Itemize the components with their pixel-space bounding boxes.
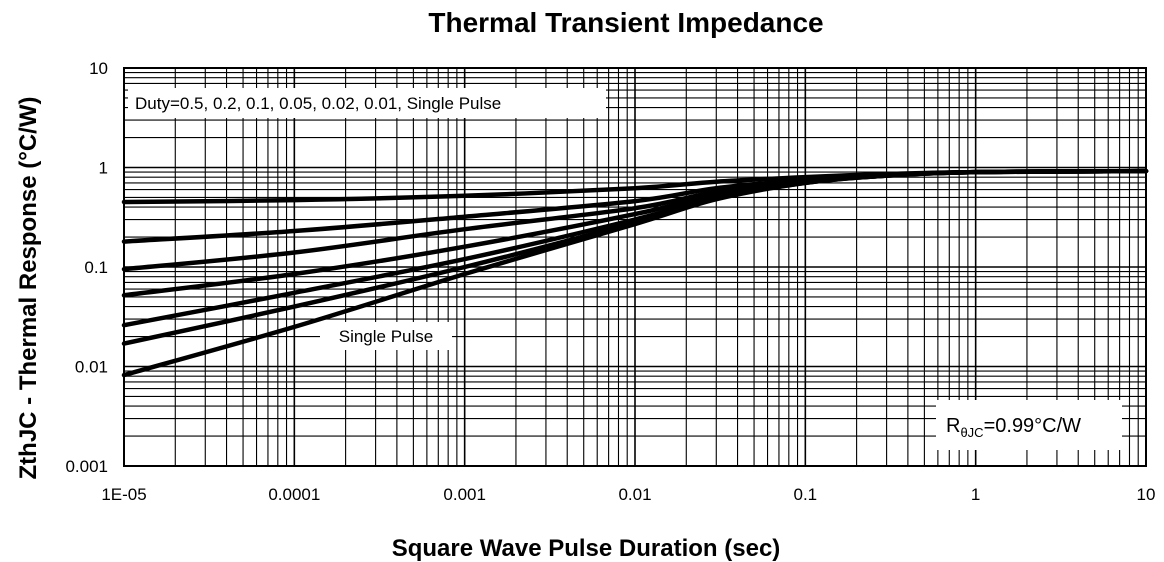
x-tick-label: 10 [1137, 485, 1156, 504]
series-line-single-pulse [121, 168, 1149, 378]
x-tick-labels: 1E-05 0.0001 0.001 0.01 0.1 1 10 [101, 485, 1155, 504]
y-tick-label: 0.1 [84, 258, 108, 277]
x-tick-label: 0.0001 [268, 485, 320, 504]
x-tick-label: 0.1 [794, 485, 818, 504]
y-tick-label: 1 [99, 159, 108, 178]
single-pulse-label-box [320, 322, 452, 350]
x-tick-label: 1 [971, 485, 980, 504]
y-tick-label: 0.01 [75, 358, 108, 377]
duty-label: Duty=0.5, 0.2, 0.1, 0.05, 0.02, 0.01, Si… [135, 94, 501, 113]
single-pulse-label: Single Pulse [339, 327, 434, 346]
single-pulse-annotation: Single Pulse [320, 322, 452, 350]
y-tick-label: 10 [89, 59, 108, 78]
duty-label-box [128, 88, 606, 118]
y-tick-labels: 10 1 0.1 0.01 0.001 [65, 59, 108, 476]
rth-label: RθJC=0.99°C/W [946, 415, 1081, 440]
x-tick-label: 0.01 [618, 485, 651, 504]
y-axis-title: ZthJC - Thermal Response (°C/W) [15, 97, 42, 480]
x-axis-title: Square Wave Pulse Duration (sec) [392, 535, 781, 562]
duty-annotation: Duty=0.5, 0.2, 0.1, 0.05, 0.02, 0.01, Si… [128, 88, 606, 118]
rth-box [936, 400, 1122, 450]
y-tick-label: 0.001 [65, 457, 108, 476]
series-lines [121, 168, 1149, 378]
rth-annotation: RθJC=0.99°C/W [936, 400, 1122, 450]
x-tick-label: 1E-05 [101, 485, 146, 504]
x-tick-label: 0.001 [443, 485, 486, 504]
chart-title: Thermal Transient Impedance [428, 7, 823, 38]
